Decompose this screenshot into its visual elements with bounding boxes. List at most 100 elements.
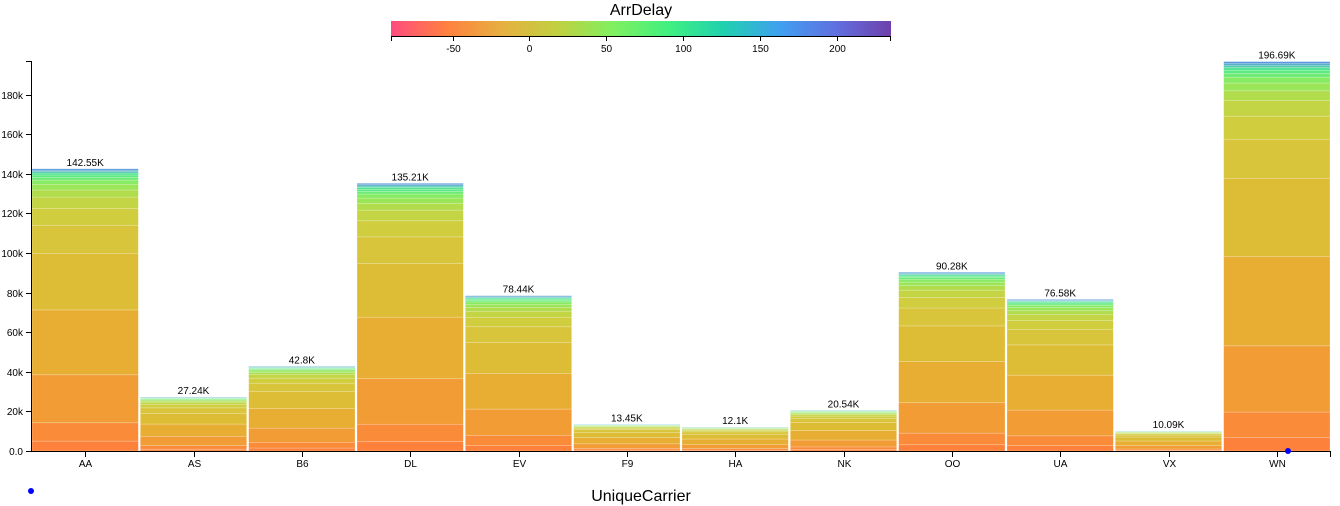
bar-segment xyxy=(898,281,1006,286)
bar-segment xyxy=(1006,344,1114,376)
bar-segment xyxy=(356,378,464,425)
bar-segment xyxy=(790,439,897,448)
bar-segment xyxy=(898,289,1006,298)
bar-segment xyxy=(1006,303,1114,306)
bar-value-label: 142.55K xyxy=(67,158,105,169)
bar-segment xyxy=(465,317,572,328)
bar-segment xyxy=(898,444,1006,452)
bar-segment xyxy=(248,442,356,449)
bar-segment xyxy=(31,208,139,226)
bar-NK[interactable] xyxy=(790,410,897,452)
bar-segment xyxy=(898,432,1006,446)
bar-segment xyxy=(140,404,247,409)
bar-segment xyxy=(31,184,139,191)
y-tick-label: 120k xyxy=(1,209,24,220)
bar-HA[interactable] xyxy=(681,426,789,452)
y-tick-label: 80k xyxy=(7,289,24,300)
bar-segment xyxy=(1223,61,1331,64)
x-tick-label: AS xyxy=(188,459,202,470)
bar-segment xyxy=(140,402,247,405)
bar-VX[interactable] xyxy=(1115,430,1222,452)
bar-segment xyxy=(248,382,356,392)
legend-color-ramp xyxy=(391,21,891,36)
bar-segment xyxy=(31,253,139,311)
bar-segment xyxy=(573,437,681,445)
bar-segment xyxy=(1006,329,1114,346)
bar-segment xyxy=(1006,435,1114,446)
bar-segment xyxy=(140,407,247,414)
bar-segment xyxy=(31,174,139,178)
bar-F9[interactable] xyxy=(573,424,681,452)
bar-segment xyxy=(140,445,247,450)
bar-value-label: 135.21K xyxy=(392,172,430,183)
legend-tick-label: -50 xyxy=(446,44,461,55)
x-tick-label: UA xyxy=(1054,459,1068,470)
legend-tick-label: 100 xyxy=(675,44,692,55)
bar-segment xyxy=(790,446,897,450)
bar-B6[interactable] xyxy=(248,365,356,452)
bar-segment xyxy=(356,188,464,192)
bar-segment xyxy=(1223,69,1331,74)
bars-group xyxy=(31,61,1331,452)
bar-segment xyxy=(465,295,572,297)
x-axis-title: UniqueCarrier xyxy=(591,488,691,505)
bar-segment xyxy=(31,422,139,442)
bar-OO[interactable] xyxy=(898,271,1006,452)
bar-segment xyxy=(248,377,356,384)
bar-segment xyxy=(1223,63,1331,66)
bar-segment xyxy=(898,307,1006,327)
bar-segment xyxy=(1223,72,1331,78)
bar-value-label: 13.45K xyxy=(611,413,643,424)
bar-segment xyxy=(465,301,572,305)
bar-segment xyxy=(1006,320,1114,331)
bar-segment xyxy=(248,372,356,376)
bar-segment xyxy=(1223,437,1331,452)
x-axis: AA AS B6 DL EV F9 HA NK OO UA VX WN xyxy=(31,451,1331,470)
bar-segment xyxy=(465,296,572,298)
legend-tick-label: 0 xyxy=(527,44,533,55)
bar-segment xyxy=(465,408,572,436)
bar-EV[interactable] xyxy=(465,295,572,452)
bar-AS[interactable] xyxy=(140,396,247,452)
bar-segment xyxy=(1223,100,1331,117)
bar-segment xyxy=(1223,345,1331,413)
x-tick-label: AA xyxy=(79,459,93,470)
bar-segment xyxy=(465,445,572,452)
x-tick-label: HA xyxy=(729,459,743,470)
bar-segment xyxy=(1006,299,1114,301)
y-tick-label: 0.0 xyxy=(9,447,23,458)
bar-segment xyxy=(898,402,1006,434)
bar-segment xyxy=(31,168,139,171)
bar-UA[interactable] xyxy=(1006,299,1114,452)
bar-segment xyxy=(1115,436,1222,442)
bar-segment xyxy=(356,423,464,442)
bar-segment xyxy=(1223,139,1331,179)
bar-segment xyxy=(248,447,356,452)
bar-segment xyxy=(1223,411,1331,438)
y-tick-label: 60k xyxy=(7,328,24,339)
bar-segment xyxy=(1006,307,1114,312)
legend-tick-label: 50 xyxy=(601,44,613,55)
bar-AA[interactable] xyxy=(31,168,139,452)
bar-segment xyxy=(790,418,897,423)
bar-segment xyxy=(1006,305,1114,309)
x-tick-label: DL xyxy=(404,459,417,470)
bar-segment xyxy=(681,438,789,445)
y-tick-label: 20k xyxy=(7,407,24,418)
bar-segment xyxy=(898,325,1006,362)
bar-WN[interactable] xyxy=(1223,61,1331,452)
legend-tick-label: 200 xyxy=(829,44,846,55)
bar-segment xyxy=(898,361,1006,404)
bar-segment xyxy=(1006,374,1114,411)
bar-segment xyxy=(465,435,572,446)
bar-segment xyxy=(790,422,897,431)
bar-DL[interactable] xyxy=(356,183,464,452)
bar-value-label: 27.24K xyxy=(178,386,210,397)
bar-segment xyxy=(140,423,247,437)
bar-segment xyxy=(140,412,247,425)
bar-segment xyxy=(356,220,464,238)
bar-segment xyxy=(573,443,681,449)
bar-segment xyxy=(681,429,789,431)
bar-segment xyxy=(1223,82,1331,92)
